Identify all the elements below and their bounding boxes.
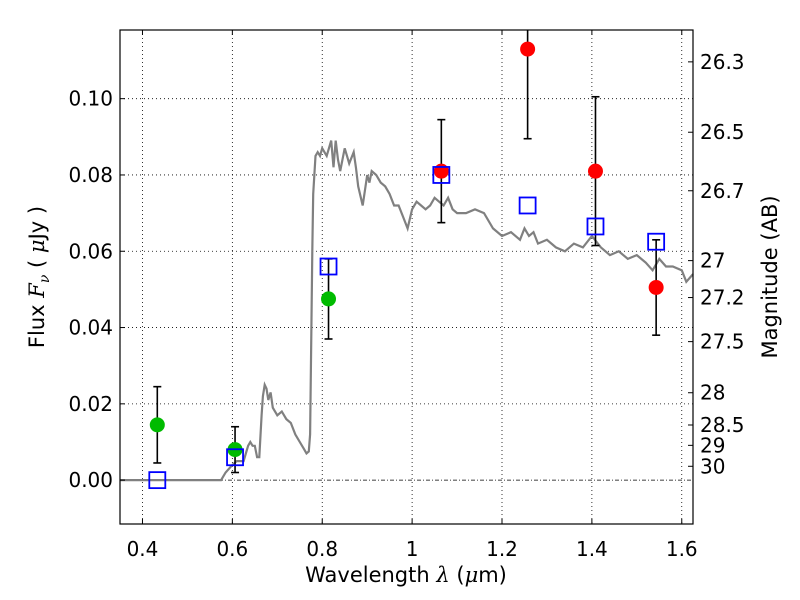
y2-tick-label: 28.5 <box>700 413 745 437</box>
plot-frame <box>119 29 694 525</box>
y-ticks: 0.00 0.02 0.04 0.06 0.08 0.10 <box>68 87 125 492</box>
y-tick-label: 0.06 <box>68 239 113 263</box>
y2-axis-label: Magnitude (AB) <box>758 195 782 358</box>
x-ticks: 0.4 0.6 0.8 1 1.2 1.4 1.6 <box>127 30 698 561</box>
model-flux-square <box>518 196 537 215</box>
x-tick-label: 1 <box>406 537 419 561</box>
data-point <box>520 41 536 57</box>
x-tick-label: 0.8 <box>306 537 338 561</box>
y2-tick-label: 28 <box>700 381 725 405</box>
y2-tick-label: 26.3 <box>700 50 745 74</box>
y-axis-label: Flux Fν ( μJy ) <box>25 206 53 348</box>
model-flux-square <box>432 166 451 184</box>
model-sed-layer <box>120 140 694 482</box>
x-tick-label: 0.4 <box>127 537 159 561</box>
y2-tick-label: 29 <box>700 433 725 457</box>
grid <box>120 30 693 524</box>
model-flux-square <box>647 232 666 251</box>
data-point <box>587 163 603 179</box>
points-layer <box>148 41 666 490</box>
y2-tick-label: 30 <box>700 454 725 478</box>
data-point <box>149 417 165 433</box>
x-tick-label: 0.6 <box>216 537 248 561</box>
y2-tick-label: 27 <box>700 249 725 273</box>
y-tick-label: 0.00 <box>68 468 113 492</box>
model-sed-line <box>120 140 694 482</box>
x-axis-label: Wavelength λ (μm) <box>305 563 507 587</box>
data-point <box>648 279 664 295</box>
model-flux-square <box>148 471 167 490</box>
errorbar-layer <box>153 30 661 474</box>
model-flux-square <box>226 448 244 467</box>
x-tick-label: 1.2 <box>486 537 518 561</box>
y-tick-label: 0.08 <box>68 163 113 187</box>
data-point <box>433 163 449 179</box>
y2-tick-label: 27.2 <box>700 286 745 310</box>
x-tick-label: 1.6 <box>666 537 698 561</box>
y2-tick-label: 26.5 <box>700 120 745 144</box>
y-tick-label: 0.10 <box>68 87 113 111</box>
y2-tick-label: 26.7 <box>700 179 745 203</box>
x-tick-label: 1.4 <box>576 537 608 561</box>
model-flux-square <box>586 217 605 236</box>
model-flux-square <box>319 257 338 276</box>
y-tick-label: 0.02 <box>68 392 113 416</box>
y2-tick-label: 27.5 <box>700 330 745 354</box>
y-tick-label: 0.04 <box>68 316 113 340</box>
data-point <box>321 291 337 307</box>
